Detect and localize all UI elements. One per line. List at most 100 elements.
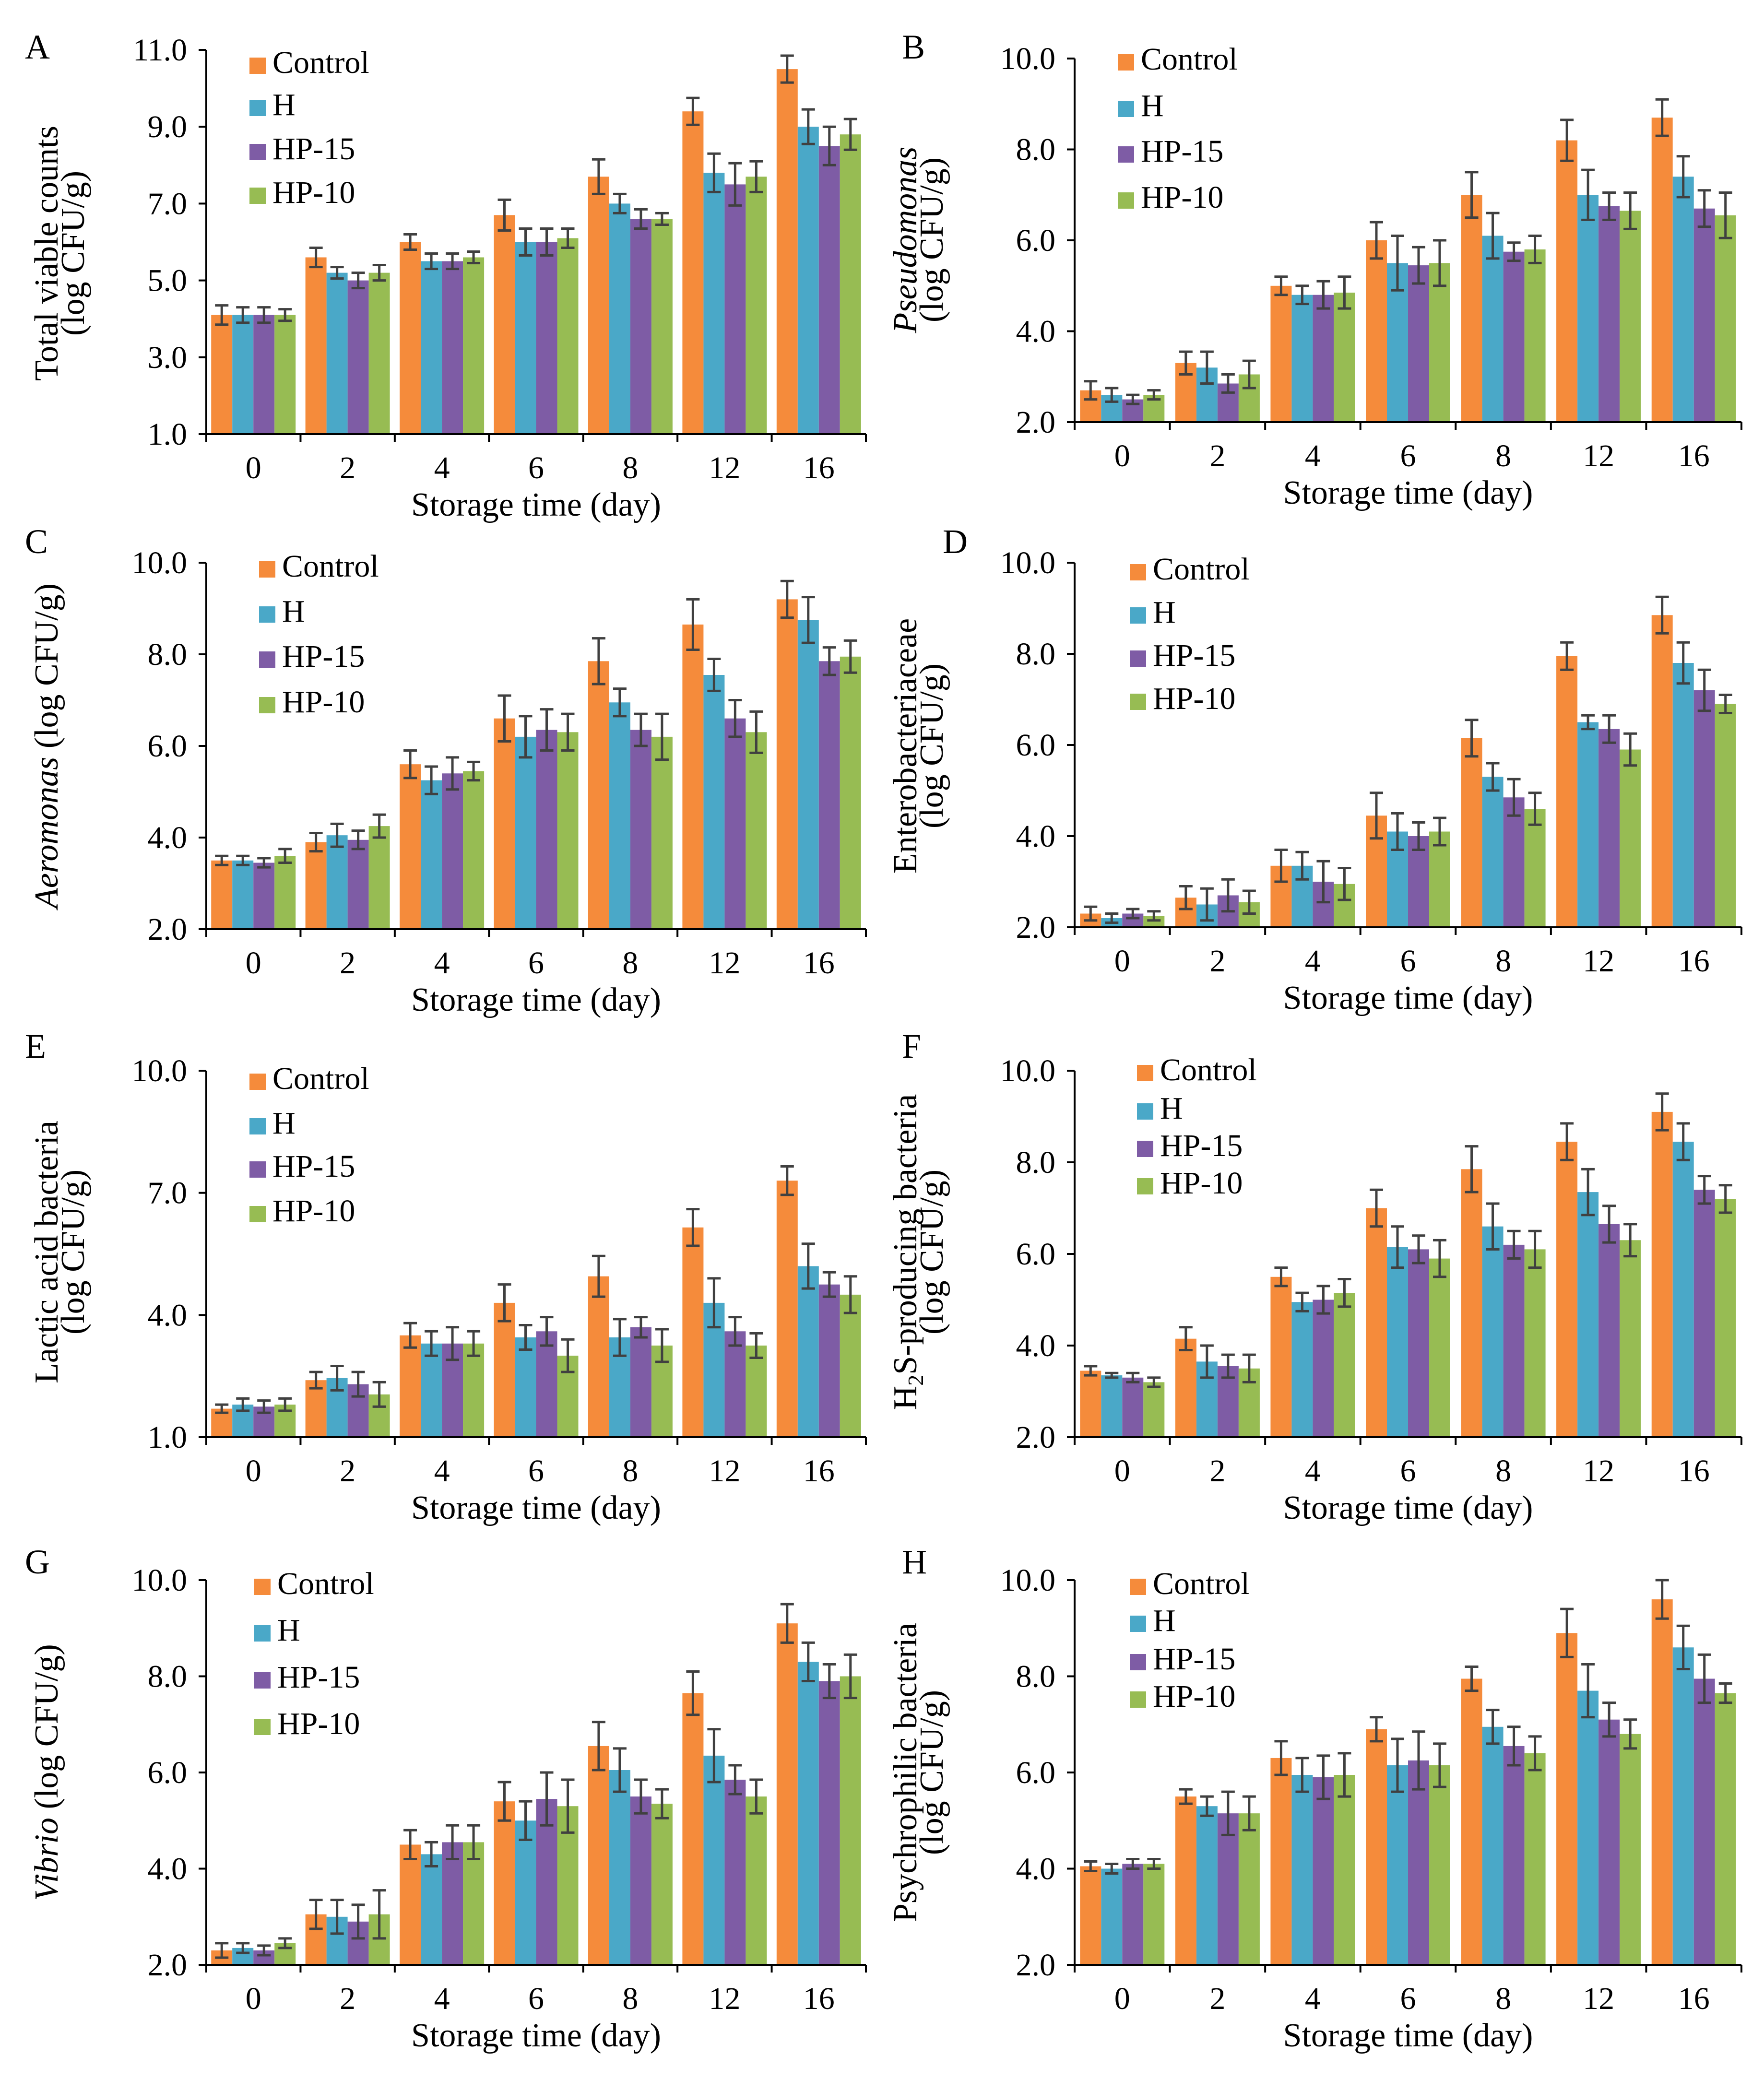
error-bar-F-HP-10-day-12: [1623, 1223, 1637, 1258]
bar-A-HP-10-day-0: [274, 315, 296, 434]
y-tick-label-A: 1.0: [148, 417, 188, 452]
error-bar-H-HP-10-day-2: [1242, 1795, 1256, 1831]
bar-A-Control-day-4: [400, 242, 421, 434]
error-bar-H-H-day-8: [1486, 1709, 1500, 1745]
bar-A-HP-10-day-6: [557, 238, 579, 434]
bar-G-Control-day-4: [400, 1844, 421, 1965]
panel-label-E: E: [25, 1027, 46, 1065]
error-bar-H-HP-15-day-12: [1602, 1701, 1616, 1738]
error-bar-B-HP-10-day-4: [1338, 275, 1351, 310]
error-bar-C-H-day-6: [519, 715, 533, 759]
error-bar-D-H-day-2: [1200, 887, 1214, 922]
bar-B-HP-15-day-16: [1693, 208, 1715, 422]
bar-H-HP-10-day-6: [1429, 1765, 1450, 1965]
legend-swatch-G-HP-10: [254, 1719, 271, 1735]
panel-H: 2.0 4.0 6.0 8.0 10.0 0 2 4 6 8 12 16 Storage time (d…: [887, 1543, 1742, 2054]
bar-H-HP-10-day-4: [1334, 1775, 1355, 1965]
legend-swatch-H-HP-15: [1130, 1654, 1146, 1670]
x-tick-label-F: 4: [1305, 1453, 1321, 1489]
bar-H-Control-day-6: [1366, 1729, 1387, 1965]
x-tick-label-H: 6: [1400, 1981, 1416, 2016]
error-bar-E-Control-day-2: [309, 1370, 323, 1390]
bar-D-HP-15-day-6: [1408, 836, 1429, 927]
y-axis-title-F: H2S-producing bacteria: [887, 1094, 928, 1410]
error-bar-G-HP-10-day-8: [655, 1788, 669, 1819]
bar-G-Control-day-8: [588, 1746, 609, 1965]
y-tick-label-C: 8.0: [148, 637, 188, 672]
bar-H-HP-15-day-6: [1408, 1760, 1429, 1965]
bar-H-H-day-8: [1482, 1726, 1504, 1965]
x-tick-label-H: 8: [1495, 1981, 1511, 2016]
error-bar-D-Control-day-4: [1274, 849, 1288, 883]
legend-swatch-A-H: [249, 100, 266, 116]
bar-C-H-day-0: [232, 860, 254, 930]
error-bar-F-H-day-8: [1486, 1202, 1500, 1251]
error-bar-D-HP-15-day-6: [1412, 821, 1425, 851]
error-bar-G-Control-day-2: [309, 1899, 323, 1930]
error-bar-E-Control-day-6: [497, 1283, 511, 1323]
legend-swatch-G-H: [254, 1625, 271, 1642]
legend-swatch-F-HP-10: [1137, 1178, 1153, 1194]
x-tick-label-A: 8: [622, 450, 638, 485]
error-bar-H-HP-10-day-0: [1147, 1857, 1161, 1870]
error-bar-A-H-day-0: [236, 306, 250, 324]
bar-F-Control-day-12: [1556, 1142, 1578, 1437]
legend-swatch-C-H: [259, 606, 275, 623]
error-bar-H-Control-day-16: [1655, 1579, 1669, 1620]
bar-H-Control-day-16: [1651, 1599, 1673, 1965]
legend-swatch-D-H: [1130, 607, 1146, 624]
error-bar-C-H-day-0: [236, 854, 250, 866]
x-tick-label-E: 0: [246, 1453, 261, 1489]
legend-swatch-G-Control: [254, 1579, 271, 1595]
bar-F-HP-10-day-6: [1429, 1258, 1450, 1437]
error-bar-A-HP-10-day-2: [372, 264, 386, 282]
bar-H-Control-day-4: [1270, 1758, 1292, 1965]
error-bar-A-HP-10-day-0: [278, 308, 292, 322]
bar-G-HP-15-day-4: [442, 1842, 463, 1965]
error-bar-H-H-day-4: [1295, 1757, 1309, 1793]
error-bar-B-Control-day-8: [1465, 171, 1479, 219]
error-bar-H-HP-10-day-6: [1433, 1742, 1446, 1788]
error-bar-A-HP-10-day-4: [467, 250, 481, 265]
error-bar-H-Control-day-12: [1560, 1607, 1574, 1658]
x-tick-label-F: 0: [1114, 1453, 1130, 1489]
y-tick-label-H: 10.0: [1000, 1563, 1056, 1598]
legend-label-H: HP-15: [1153, 1642, 1235, 1677]
panel-label-B: B: [902, 28, 925, 66]
error-bar-F-H-day-2: [1200, 1344, 1214, 1379]
bar-D-Control-day-8: [1461, 738, 1482, 928]
bar-A-Control-day-8: [588, 177, 609, 434]
bar-F-HP-10-day-4: [1334, 1293, 1355, 1437]
error-bar-G-Control-day-12: [686, 1670, 700, 1716]
error-bar-H-H-day-0: [1105, 1862, 1119, 1875]
bar-C-H-day-12: [703, 675, 725, 929]
error-bar-B-Control-day-16: [1655, 98, 1669, 137]
x-tick-label-A: 2: [340, 450, 355, 485]
bar-B-Control-day-12: [1556, 140, 1578, 423]
bar-E-Control-day-4: [400, 1335, 421, 1437]
bar-H-HP-10-day-12: [1620, 1734, 1641, 1965]
bar-E-HP-10-day-4: [463, 1343, 485, 1437]
error-bar-F-H-day-4: [1295, 1291, 1309, 1312]
error-bar-G-HP-10-day-2: [372, 1889, 386, 1940]
error-bar-G-H-day-8: [613, 1747, 627, 1793]
error-bar-E-HP-15-day-8: [634, 1316, 648, 1339]
bar-C-HP-15-day-6: [536, 730, 557, 929]
error-bar-F-H-day-6: [1391, 1225, 1404, 1269]
error-bar-D-Control-day-12: [1560, 641, 1574, 671]
bar-H-HP-15-day-4: [1313, 1777, 1334, 1965]
error-bar-A-HP-10-day-8: [655, 212, 669, 226]
x-tick-label-D: 16: [1678, 944, 1710, 979]
x-tick-label-B: 4: [1305, 438, 1321, 473]
bar-G-HP-10-day-16: [840, 1676, 861, 1965]
x-tick-label-B: 16: [1678, 438, 1710, 473]
error-bar-D-H-day-0: [1105, 912, 1119, 924]
error-bar-B-H-day-16: [1676, 155, 1690, 199]
error-bar-F-HP-15-day-0: [1126, 1371, 1140, 1383]
bar-F-HP-10-day-8: [1524, 1249, 1546, 1437]
x-tick-label-E: 8: [622, 1453, 638, 1489]
error-bar-D-HP-10-day-16: [1718, 694, 1732, 714]
bar-E-Control-day-6: [494, 1302, 515, 1437]
error-bar-E-HP-10-day-2: [372, 1381, 386, 1408]
x-tick-label-B: 6: [1400, 438, 1416, 473]
